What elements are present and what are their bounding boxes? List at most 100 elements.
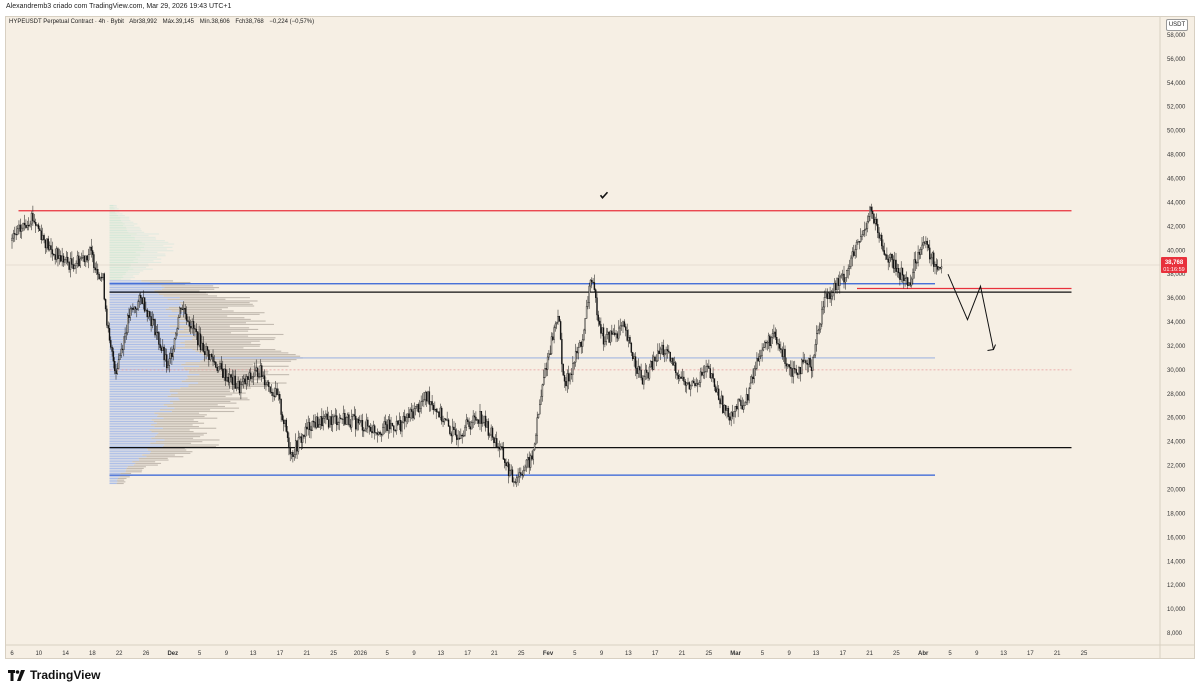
profile-bar-value [109,278,122,280]
candle-body [520,472,522,475]
candle-body [570,373,573,375]
candle-body [341,418,343,420]
profile-bar-value [109,476,120,478]
candle-body [244,378,246,385]
profile-bar-value [109,387,181,389]
candle-body [584,318,586,331]
candle-body [543,377,545,385]
candle-body [773,331,775,334]
profile-bar-value [109,426,155,428]
candle-body [620,325,623,327]
candle-body [816,333,818,345]
profile-bar-rest [188,372,269,374]
candle-body [272,392,274,397]
price-tick-label: 18,000 [1167,511,1186,517]
candle-body [325,413,327,417]
profile-bar-value [109,412,155,414]
candle-body [23,222,26,226]
profile-bar-value [109,409,160,411]
candle-body [634,356,637,369]
candle-body [442,420,444,423]
profile-bar-value [109,479,117,481]
profile-bar-value [109,282,150,284]
candle-body [419,407,421,413]
profile-bar-rest [188,384,268,386]
candle-body [165,354,168,369]
candle-body [822,306,824,310]
candle-body [505,462,507,467]
candle-body [860,236,862,242]
profile-bar-value [109,338,192,341]
candle-body [284,419,286,424]
profile-bar-value [109,394,171,396]
candle-body [289,447,291,455]
profile-bar-value [109,347,177,349]
candle-body [549,353,551,355]
candle-body [468,421,470,427]
profile-bar-rest [199,365,289,367]
candle-body [224,368,227,381]
candle-body [304,426,307,437]
currency-selector[interactable]: USDT [1166,19,1188,31]
price-tick-label: 38,000 [1167,272,1186,278]
candle-body [297,437,300,452]
profile-bar-value [109,427,163,429]
attribution-bar: Alexandremb3 criado com TradingView.com,… [0,0,1200,16]
candle-body [616,333,619,339]
profile-bar-rest [158,293,208,295]
candle-body [117,359,120,369]
profile-bar-rest [154,426,199,428]
candle-body [352,414,354,417]
candle-body [761,349,763,357]
candle-body [702,372,705,376]
profile-bar-rest [154,412,200,414]
candle-body [349,424,351,428]
candle-body [22,222,24,229]
candle-body [69,258,72,270]
candle-body [655,360,658,362]
candle-body [436,411,439,413]
profile-bar-value [109,400,170,403]
candle-body [825,293,827,298]
candle-body [916,262,918,264]
price-tick-label: 8,000 [1167,631,1183,637]
candle-body [698,382,700,385]
candle-body [544,368,546,378]
candle-body [840,274,842,278]
candle-body [717,388,720,400]
candle-body [613,332,616,335]
candle-body [749,382,752,389]
profile-bar-value [109,230,128,232]
price-axis[interactable]: 58,000 56,000 54,000 52,000 50,000 48,000 46,0… [1167,33,1186,637]
candle-body [737,399,739,410]
candle-body [829,292,831,300]
candle-body [192,321,195,329]
profile-bar-rest [169,390,230,392]
time-axis[interactable]: 6 10 14 18 22 26 Dez 5 9 13 17 21 25 2026 5 9 13 17 21 25 Fe… [10,651,1088,657]
candle-body [697,383,699,385]
candle-body [290,451,293,455]
candle-body [162,346,164,351]
candle-body [64,259,66,263]
profile-bar-rest [125,469,143,471]
candle-body [34,221,37,226]
profile-bar-rest [125,471,142,473]
profile-bar-value [109,452,150,454]
symbol-legend[interactable]: HYPEUSDT Perpetual Contract · 4h · Bybit… [9,19,318,25]
price-tick-label: 10,000 [1167,607,1186,613]
candle-body [379,431,381,435]
profile-bar-rest [126,271,140,274]
last-price-value: 38,768 [1165,260,1184,266]
profile-bar-rest [151,431,194,433]
candle-body [133,306,135,310]
candle-body [623,321,626,327]
profile-bar-rest [167,298,226,300]
candle-body [183,308,185,310]
candle-body [827,292,830,300]
candle-body [789,367,792,369]
candle-body [784,348,786,364]
profile-bar-rest [145,243,175,245]
time-tick-label: 17 [839,651,846,657]
candle-body [496,438,498,447]
